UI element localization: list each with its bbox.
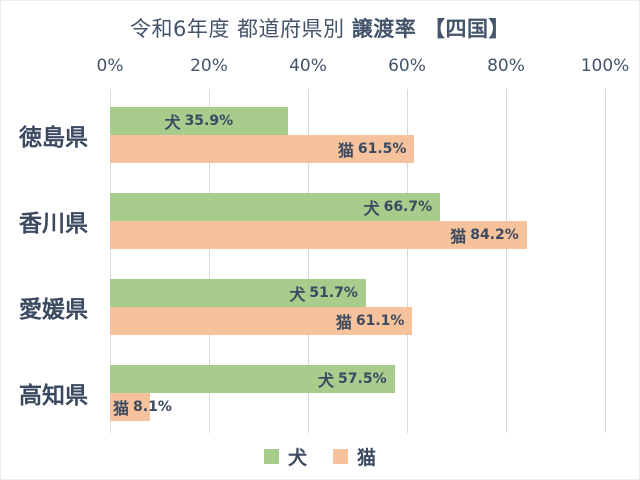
bar-label-value: 51.7%	[309, 285, 358, 301]
category-label-text: 愛媛県	[19, 297, 88, 323]
category-label: 香川県	[1, 193, 101, 249]
bar-label-series-name: 猫	[337, 141, 354, 160]
legend: 犬猫	[1, 441, 639, 471]
plot-area: 犬 35.9% 猫 61.5% 犬 66.7% 猫 84.2% 犬 51.7% 猫 61.1% 犬 57.…	[110, 89, 606, 433]
bar-label-value: 61.5%	[357, 141, 407, 157]
bar-label-series-name: 猫	[113, 399, 130, 418]
x-tick-label: 80%	[487, 56, 525, 76]
gridline	[209, 89, 210, 433]
bar-dog: 犬 57.5%	[110, 365, 395, 393]
chart-title-bold: 譲渡率 【四国】	[351, 17, 511, 41]
bar-data-label: 犬 35.9%	[165, 109, 234, 133]
bar-cat: 猫 8.1%	[110, 393, 172, 421]
bar-data-label: 猫 61.5%	[338, 137, 407, 161]
category-label: 愛媛県	[1, 279, 101, 335]
bar-label-series-name: 猫	[335, 313, 352, 332]
bar-dog: 犬 35.9%	[110, 107, 288, 135]
chart-title-regular: 令和6年度 都道府県別	[129, 17, 352, 41]
legend-label: 猫	[357, 446, 377, 469]
bar-cat: 猫 61.5%	[110, 135, 415, 163]
gridline	[605, 89, 606, 433]
bar-label-value: 84.2%	[470, 227, 519, 243]
bar-label-series-name: 犬	[318, 371, 335, 390]
bar-label-series-name: 犬	[363, 199, 380, 218]
bar-data-label: 猫 8.1%	[113, 395, 172, 419]
bar-dog: 犬 51.7%	[110, 279, 366, 307]
bar-label-series-name: 犬	[164, 113, 181, 132]
gridline	[506, 89, 507, 433]
bar-data-label: 犬 66.7%	[364, 195, 433, 219]
category-label-text: 徳島県	[19, 125, 88, 151]
legend-item-cat: 猫	[333, 443, 376, 470]
chart-title: 令和6年度 都道府県別 譲渡率 【四国】	[1, 13, 639, 43]
category-label-text: 高知県	[19, 383, 88, 409]
bar-data-label: 犬 51.7%	[289, 281, 358, 305]
x-tick-label: 20%	[190, 56, 228, 76]
category-label: 徳島県	[1, 107, 101, 163]
bar-cat: 猫 84.2%	[110, 221, 527, 249]
bar-label-series-name: 猫	[450, 227, 467, 246]
x-tick-label: 60%	[388, 56, 426, 76]
bar-label-value: 66.7%	[383, 199, 433, 215]
legend-swatch	[263, 448, 279, 464]
legend-swatch	[333, 448, 348, 464]
category-label-text: 香川県	[19, 211, 88, 237]
bar-data-label: 犬 57.5%	[318, 367, 387, 391]
x-tick-label: 0%	[96, 56, 124, 76]
bar-label-value: 35.9%	[184, 113, 234, 129]
x-tick-label: 40%	[289, 56, 327, 76]
gridline	[110, 89, 111, 433]
bar-label-value: 8.1%	[133, 399, 172, 415]
legend-item-dog: 犬	[263, 443, 307, 470]
bar-label-value: 57.5%	[338, 371, 387, 387]
bar-data-label: 猫 84.2%	[450, 223, 519, 247]
x-tick-label: 100%	[580, 56, 630, 76]
bar-cat: 猫 61.1%	[110, 307, 413, 335]
bar-data-label: 猫 61.1%	[336, 309, 405, 333]
gridline	[407, 89, 408, 433]
gridline	[308, 89, 309, 433]
category-label: 高知県	[1, 365, 101, 421]
bar-label-value: 61.1%	[355, 313, 405, 329]
bar-label-series-name: 犬	[289, 285, 306, 304]
bar-dog: 犬 66.7%	[110, 193, 441, 221]
legend-label: 犬	[287, 446, 307, 469]
